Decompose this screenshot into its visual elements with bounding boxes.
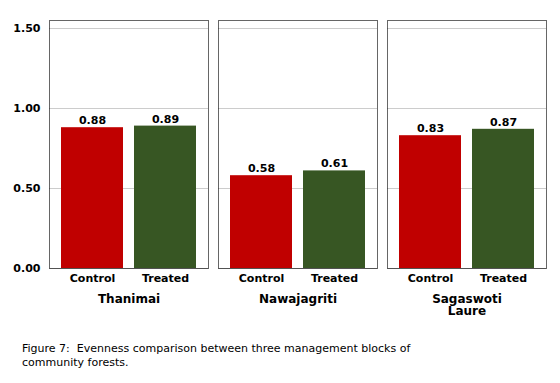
svg-text:Control: Control [70, 272, 115, 285]
svg-text:0.87: 0.87 [490, 116, 517, 129]
svg-text:0.61: 0.61 [321, 157, 348, 170]
svg-text:0.83: 0.83 [417, 122, 444, 135]
svg-text:SagaswotiLaure: SagaswotiLaure [432, 292, 502, 318]
svg-text:Treated: Treated [480, 272, 527, 285]
svg-text:0.89: 0.89 [152, 113, 179, 126]
svg-text:0.50: 0.50 [13, 182, 40, 195]
svg-text:0.00: 0.00 [13, 262, 40, 275]
svg-text:1.00: 1.00 [13, 102, 40, 115]
svg-text:Nawajagriti: Nawajagriti [259, 292, 337, 306]
html-text:Figure 7: Evenness comparison: Figure 7: Evenness comparison between th… [22, 342, 411, 369]
svg-text:Treated: Treated [142, 272, 189, 285]
svg-text:0.88: 0.88 [79, 114, 106, 127]
svg-text:Control: Control [408, 272, 453, 285]
svg-text:Thanimai: Thanimai [98, 292, 160, 306]
svg-text:Control: Control [239, 272, 284, 285]
svg-text:0.58: 0.58 [248, 162, 275, 175]
svg-text:1.50: 1.50 [13, 22, 40, 35]
svg-text:Treated: Treated [311, 272, 358, 285]
